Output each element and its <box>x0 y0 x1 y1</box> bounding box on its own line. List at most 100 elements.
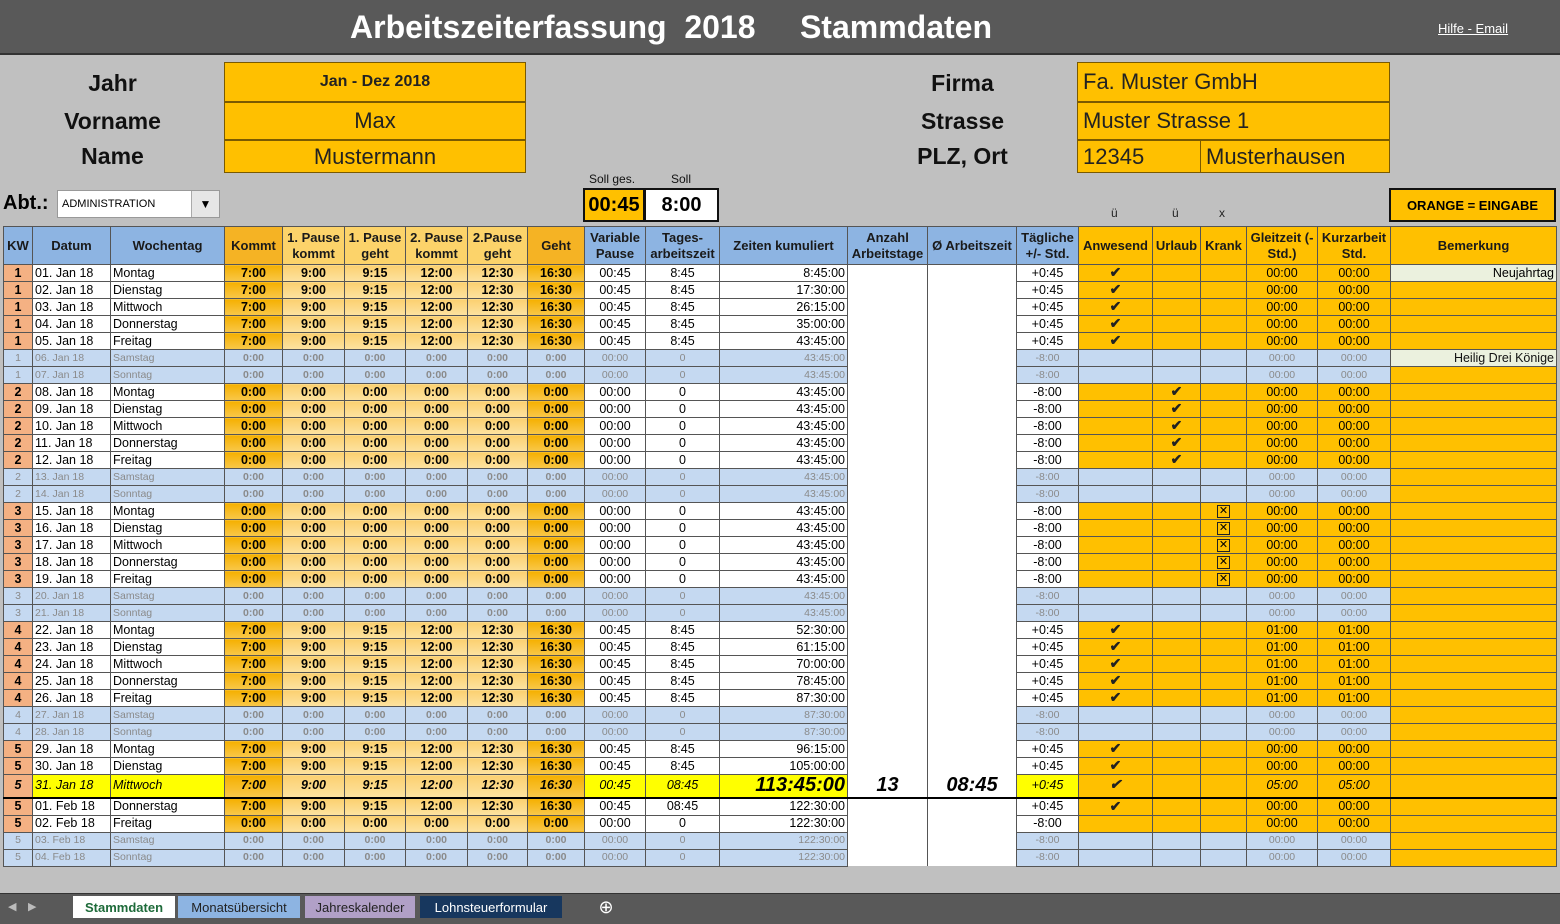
cell-pause1-kommt[interactable]: 0:00 <box>282 848 345 867</box>
cell-pause2-kommt[interactable]: 0:00 <box>405 553 468 571</box>
cell-kommt[interactable]: 7:00 <box>224 298 283 316</box>
cell-bemerkung[interactable] <box>1390 604 1557 622</box>
cell-gleitzeit[interactable]: 00:00 <box>1246 536 1318 554</box>
cell-pause2-geht[interactable]: 0:00 <box>467 434 528 452</box>
cell-kommt[interactable]: 0:00 <box>224 434 283 452</box>
cell-geht[interactable]: 0:00 <box>527 400 585 418</box>
cell-gleitzeit[interactable]: 00:00 <box>1246 434 1318 452</box>
cell-krank[interactable] <box>1200 797 1247 816</box>
cell-pause1-kommt[interactable]: 0:00 <box>282 400 345 418</box>
cell-urlaub[interactable] <box>1152 281 1201 299</box>
cell-anwesend[interactable]: ✔ <box>1078 655 1153 673</box>
cell-gleitzeit[interactable]: 00:00 <box>1246 519 1318 537</box>
cell-pause2-geht[interactable]: 0:00 <box>467 349 528 367</box>
cell-kurzarbeit[interactable]: 00:00 <box>1317 587 1391 605</box>
cell-kurzarbeit[interactable]: 00:00 <box>1317 848 1391 867</box>
cell-krank[interactable] <box>1200 621 1247 639</box>
cell-pause1-kommt[interactable]: 0:00 <box>282 485 345 503</box>
cell-gleitzeit[interactable]: 00:00 <box>1246 400 1318 418</box>
cell-anwesend[interactable] <box>1078 814 1153 833</box>
cell-geht[interactable]: 0:00 <box>527 587 585 605</box>
sheet-tab-stammdaten[interactable]: Stammdaten <box>73 896 175 918</box>
cell-krank[interactable] <box>1200 451 1247 469</box>
plus-circle-icon[interactable]: ⊕ <box>598 896 614 917</box>
cell-kurzarbeit[interactable]: 00:00 <box>1317 383 1391 401</box>
cell-pause1-kommt[interactable]: 9:00 <box>282 672 345 690</box>
cell-bemerkung[interactable] <box>1390 366 1557 384</box>
cell-pause2-kommt[interactable]: 0:00 <box>405 451 468 469</box>
cell-bemerkung[interactable] <box>1390 621 1557 639</box>
cell-urlaub[interactable] <box>1152 502 1201 520</box>
cell-anwesend[interactable] <box>1078 519 1153 537</box>
firma-field[interactable]: Fa. Muster GmbH <box>1077 62 1390 102</box>
cell-anwesend[interactable] <box>1078 848 1153 867</box>
cell-bemerkung[interactable] <box>1390 315 1557 333</box>
cell-bemerkung[interactable] <box>1390 638 1557 656</box>
soll-value[interactable]: 8:00 <box>644 188 719 222</box>
cell-kurzarbeit[interactable]: 00:00 <box>1317 797 1391 816</box>
cell-bemerkung[interactable] <box>1390 814 1557 833</box>
cell-urlaub[interactable] <box>1152 264 1201 282</box>
cell-kurzarbeit[interactable]: 00:00 <box>1317 315 1391 333</box>
cell-gleitzeit[interactable]: 00:00 <box>1246 298 1318 316</box>
cell-bemerkung[interactable] <box>1390 383 1557 401</box>
cell-urlaub[interactable]: ✔ <box>1152 451 1201 469</box>
cell-kommt[interactable]: 7:00 <box>224 740 283 758</box>
cell-pause2-kommt[interactable]: 0:00 <box>405 587 468 605</box>
cell-geht[interactable]: 16:30 <box>527 797 585 816</box>
cell-krank[interactable] <box>1200 332 1247 350</box>
cell-krank[interactable] <box>1200 366 1247 384</box>
cell-geht[interactable]: 0:00 <box>527 349 585 367</box>
cell-krank[interactable] <box>1200 672 1247 690</box>
cell-geht[interactable]: 0:00 <box>527 434 585 452</box>
cell-gleitzeit[interactable]: 00:00 <box>1246 848 1318 867</box>
cell-geht[interactable]: 0:00 <box>527 831 585 850</box>
cell-pause2-kommt[interactable]: 12:00 <box>405 774 468 799</box>
cell-bemerkung[interactable] <box>1390 417 1557 435</box>
cell-pause2-kommt[interactable]: 0:00 <box>405 485 468 503</box>
cell-anwesend[interactable] <box>1078 831 1153 850</box>
cell-pause1-kommt[interactable]: 9:00 <box>282 774 345 799</box>
cell-pause2-geht[interactable]: 0:00 <box>467 570 528 588</box>
cell-pause2-geht[interactable]: 12:30 <box>467 655 528 673</box>
cell-bemerkung[interactable] <box>1390 451 1557 469</box>
cell-bemerkung[interactable] <box>1390 757 1557 775</box>
cell-krank[interactable]: ✕ <box>1200 570 1247 588</box>
cell-anwesend[interactable] <box>1078 349 1153 367</box>
cell-pause1-kommt[interactable]: 9:00 <box>282 621 345 639</box>
cell-krank[interactable] <box>1200 434 1247 452</box>
cell-bemerkung[interactable] <box>1390 848 1557 867</box>
cell-krank[interactable] <box>1200 400 1247 418</box>
cell-geht[interactable]: 0:00 <box>527 519 585 537</box>
cell-pause2-kommt[interactable]: 0:00 <box>405 570 468 588</box>
cell-kommt[interactable]: 0:00 <box>224 451 283 469</box>
cell-pause2-kommt[interactable]: 12:00 <box>405 621 468 639</box>
cell-pause2-kommt[interactable]: 12:00 <box>405 332 468 350</box>
cell-urlaub[interactable] <box>1152 706 1201 724</box>
vorname-field[interactable]: Max <box>224 102 526 140</box>
cell-krank[interactable] <box>1200 655 1247 673</box>
cell-geht[interactable]: 0:00 <box>527 848 585 867</box>
cell-pause2-kommt[interactable]: 12:00 <box>405 315 468 333</box>
cell-pause1-kommt[interactable]: 0:00 <box>282 570 345 588</box>
cell-pause2-geht[interactable]: 12:30 <box>467 621 528 639</box>
cell-pause1-kommt[interactable]: 0:00 <box>282 366 345 384</box>
cell-bemerkung[interactable] <box>1390 831 1557 850</box>
cell-pause1-geht[interactable]: 0:00 <box>344 400 406 418</box>
cell-krank[interactable] <box>1200 638 1247 656</box>
cell-pause2-geht[interactable]: 0:00 <box>467 831 528 850</box>
cell-kommt[interactable]: 0:00 <box>224 383 283 401</box>
cell-kommt[interactable]: 7:00 <box>224 281 283 299</box>
cell-bemerkung[interactable] <box>1390 332 1557 350</box>
cell-bemerkung[interactable] <box>1390 740 1557 758</box>
cell-pause2-kommt[interactable]: 0:00 <box>405 848 468 867</box>
cell-urlaub[interactable] <box>1152 349 1201 367</box>
cell-pause2-kommt[interactable]: 12:00 <box>405 655 468 673</box>
cell-bemerkung[interactable] <box>1390 587 1557 605</box>
cell-kurzarbeit[interactable]: 01:00 <box>1317 621 1391 639</box>
cell-pause2-geht[interactable]: 0:00 <box>467 848 528 867</box>
cell-pause2-geht[interactable]: 12:30 <box>467 797 528 816</box>
cell-bemerkung[interactable]: Neujahrtag <box>1390 264 1557 282</box>
cell-pause2-kommt[interactable]: 12:00 <box>405 281 468 299</box>
cell-pause2-geht[interactable]: 12:30 <box>467 757 528 775</box>
